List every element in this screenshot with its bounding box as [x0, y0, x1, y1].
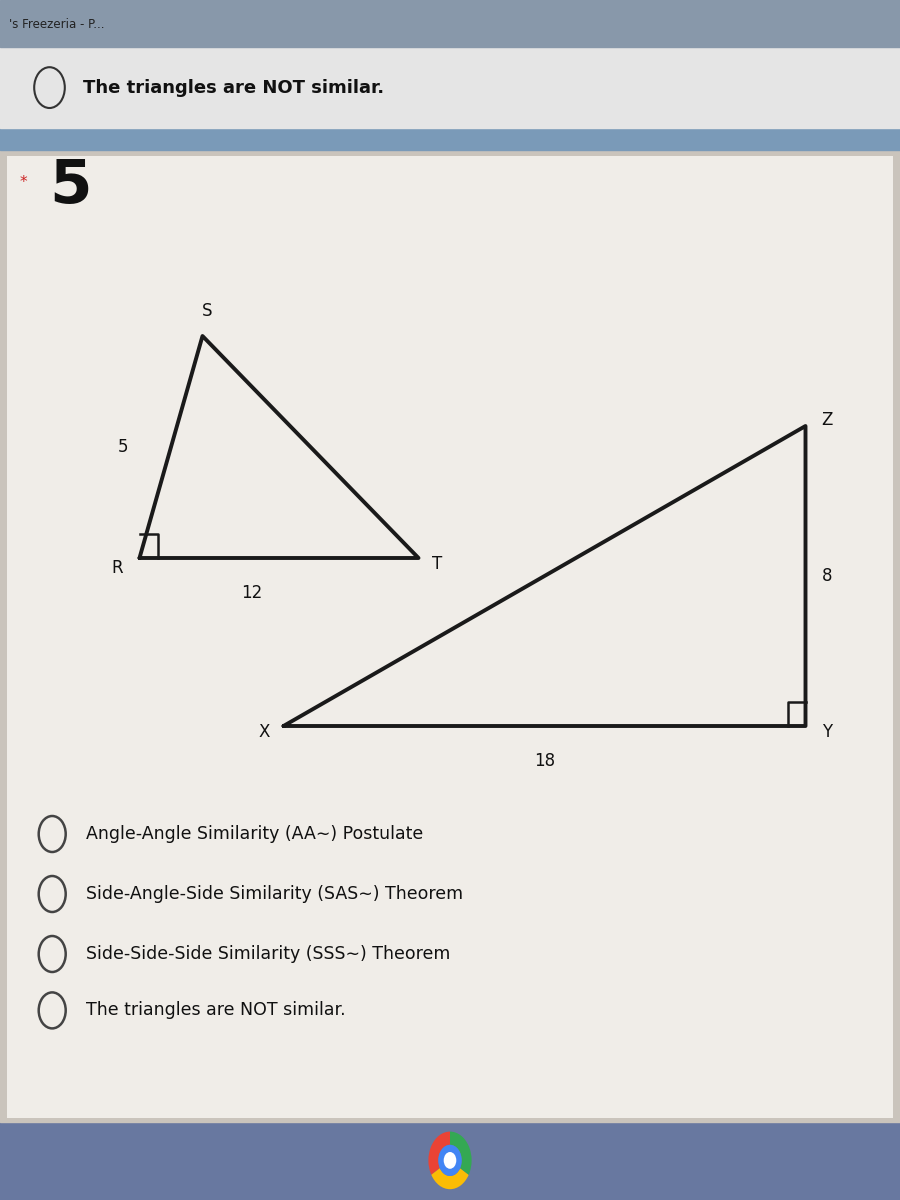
Text: Side-Side-Side Similarity (SSS∼) Theorem: Side-Side-Side Similarity (SSS∼) Theorem: [86, 946, 450, 962]
Bar: [0, 138, 900, 1122]
Text: 5: 5: [118, 438, 129, 456]
Wedge shape: [431, 1169, 469, 1189]
Text: R: R: [112, 559, 123, 577]
Text: The triangles are NOT similar.: The triangles are NOT similar.: [83, 78, 384, 96]
Text: Y: Y: [822, 722, 832, 740]
Text: Z: Z: [822, 410, 833, 428]
Text: T: T: [432, 554, 442, 572]
Text: 18: 18: [534, 752, 555, 770]
Bar: [0, 0, 900, 47]
Text: S: S: [202, 302, 212, 320]
Wedge shape: [450, 1132, 472, 1175]
Text: Side-Angle-Side Similarity (SAS∼) Theorem: Side-Angle-Side Similarity (SAS∼) Theore…: [86, 886, 463, 902]
Text: *: *: [20, 175, 27, 190]
Wedge shape: [428, 1132, 450, 1175]
Bar: [0, 47, 900, 128]
Text: 8: 8: [822, 566, 832, 584]
Circle shape: [444, 1152, 456, 1169]
Text: The triangles are NOT similar.: The triangles are NOT similar.: [86, 1001, 345, 1020]
Bar: [0, 128, 900, 150]
Bar: [0, 1122, 900, 1200]
Text: 's Freezeria - P...: 's Freezeria - P...: [9, 18, 104, 30]
Text: Angle-Angle Similarity (AA∼) Postulate: Angle-Angle Similarity (AA∼) Postulate: [86, 826, 423, 842]
Circle shape: [438, 1145, 462, 1176]
Text: 5: 5: [50, 156, 92, 216]
Text: X: X: [258, 722, 270, 740]
Bar: [7, 156, 893, 1118]
Text: 12: 12: [241, 584, 263, 602]
